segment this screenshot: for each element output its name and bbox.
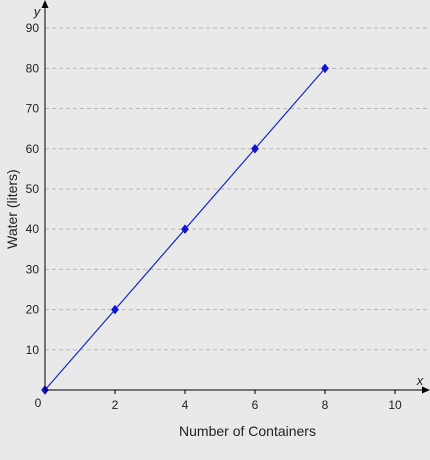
x-tick-label-8: 8	[322, 398, 329, 412]
y-tick-label-10: 10	[26, 343, 40, 357]
y-tick-label-90: 90	[26, 21, 40, 35]
data-point-2-20	[111, 304, 119, 315]
x-tick-label-4: 4	[182, 398, 189, 412]
y-tick-label-80: 80	[26, 61, 40, 75]
x-axis-symbol: x	[416, 373, 424, 388]
y-axis-arrow	[41, 0, 49, 8]
origin-label: 0	[35, 396, 42, 410]
y-tick-label-30: 30	[26, 262, 40, 276]
y-tick-label-50: 50	[26, 182, 40, 196]
y-axis-title: Water (liters)	[4, 169, 20, 249]
x-tick-label-2: 2	[112, 398, 119, 412]
y-tick-labels: 10 20 30 40 50 60 70 80 90	[26, 21, 40, 357]
x-tick-label-6: 6	[252, 398, 259, 412]
y-tick-label-60: 60	[26, 142, 40, 156]
x-tick-label-10: 10	[388, 398, 402, 412]
axes	[41, 0, 430, 394]
y-tick-label-20: 20	[26, 303, 40, 317]
y-tick-label-70: 70	[26, 102, 40, 116]
data-point-6-60	[251, 143, 259, 154]
data-point-8-80	[321, 63, 329, 74]
x-tick-labels: 2 4 6 8 10	[112, 390, 402, 412]
series-layer	[41, 63, 329, 395]
data-point-4-40	[181, 224, 189, 235]
x-axis-arrow	[422, 386, 430, 394]
y-axis-symbol: y	[33, 4, 42, 19]
x-axis-title: Number of Containers	[179, 423, 316, 439]
y-tick-label-40: 40	[26, 222, 40, 236]
grid-lines	[45, 27, 428, 351]
